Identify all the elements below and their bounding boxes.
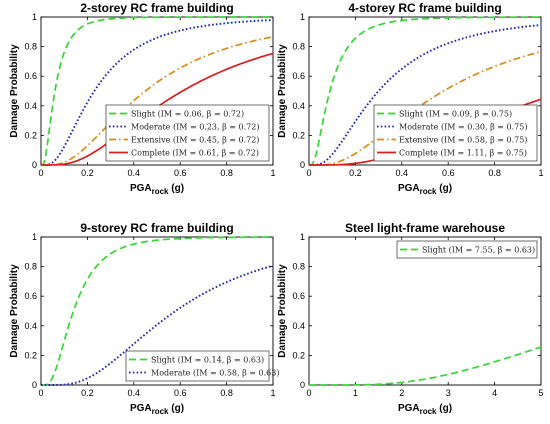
x-tick-label: 0.2 xyxy=(81,388,94,398)
y-tick-label: 0.8 xyxy=(292,42,305,52)
y-axis-label: Damage Probability xyxy=(277,44,288,138)
y-tick-label: 1 xyxy=(300,232,305,242)
legend-box xyxy=(396,240,538,259)
y-tick-label: 0.4 xyxy=(24,101,37,111)
y-tick-label: 0.2 xyxy=(24,130,37,140)
legend-entry: Complete (IM = 1.11, β = 0.75) xyxy=(399,149,527,158)
legend-entry: Slight (IM = 7.55, β = 0.63) xyxy=(422,246,535,255)
plot-frame xyxy=(308,236,542,386)
legend-box xyxy=(373,104,538,162)
x-tick-label: 0.4 xyxy=(128,168,141,178)
chart-title: Steel light-frame warehouse xyxy=(345,221,505,235)
y-tick-label: 1 xyxy=(300,12,305,22)
y-tick-label: 0 xyxy=(32,160,37,170)
y-tick-label: 0 xyxy=(32,380,37,390)
y-axis-label: Damage Probability xyxy=(277,264,288,358)
y-tick-label: 0.6 xyxy=(292,71,305,81)
legend: Slight (IM = 0.06, β = 0.72) Moderate (IM… xyxy=(105,104,270,162)
y-axis-label: Damage Probability xyxy=(9,44,20,138)
x-tick-label: 1 xyxy=(270,388,275,398)
y-tick-label: 1 xyxy=(32,232,37,242)
series-line-slight xyxy=(41,236,274,386)
x-axis-label: PGArock (g) xyxy=(398,183,452,196)
x-tick-label: 0.6 xyxy=(174,168,187,178)
x-axis-label: PGArock (g) xyxy=(130,183,184,196)
chart-title: 2-storey RC frame building xyxy=(80,1,233,15)
x-tick-label: 0.2 xyxy=(349,168,362,178)
legend-entry: Complete (IM = 0.61, β = 0.72) xyxy=(131,149,259,158)
series-line-moderate xyxy=(41,264,274,386)
chart-panel-2: 4-storey RC frame building 0 0.2 0.4 0.6 0.8 1… xyxy=(277,1,544,196)
chart-title: 4-storey RC frame building xyxy=(348,1,501,15)
y-tick-label: 0.6 xyxy=(24,291,37,301)
x-tick-label: 0 xyxy=(306,388,311,398)
series-line-slight xyxy=(309,346,542,386)
y-tick-label: 0.8 xyxy=(292,262,305,272)
chart-panel-4: Steel light-frame warehouse 0 1 2 3 4 5 0 0.2 0.4… xyxy=(277,221,544,416)
y-tick-label: 0.4 xyxy=(292,321,305,331)
x-tick-label: 0.6 xyxy=(442,168,455,178)
legend-box xyxy=(125,350,270,382)
legend: Slight (IM = 0.14, β = 0.63) Moderate (IM… xyxy=(125,350,279,382)
y-tick-label: 1 xyxy=(32,12,37,22)
legend-entry: Extensive (IM = 0.45, β = 0.72) xyxy=(131,136,259,145)
x-tick-label: 0.8 xyxy=(220,168,233,178)
x-tick-label: 0.4 xyxy=(128,388,141,398)
x-tick-label: 1 xyxy=(270,168,275,178)
x-tick-label: 0.4 xyxy=(396,168,409,178)
x-tick-label: 0 xyxy=(306,168,311,178)
series-line-moderate xyxy=(309,24,542,166)
y-tick-label: 0.2 xyxy=(292,350,305,360)
x-tick-label: 0 xyxy=(38,388,43,398)
x-tick-label: 1 xyxy=(538,168,543,178)
chart-panel-1: 2-storey RC frame building 0 0.2 0.4 0.6 0.8 1… xyxy=(9,1,276,196)
chart-panel-3: 9-storey RC frame building 0 0.2 0.4 0.6 0.8 1… xyxy=(9,221,279,416)
x-tick-label: 3 xyxy=(446,388,451,398)
x-tick-label: 0.6 xyxy=(174,388,187,398)
x-tick-label: 4 xyxy=(492,388,497,398)
legend-entry: Moderate (IM = 0.58, β = 0.63) xyxy=(151,369,279,378)
y-tick-label: 0.6 xyxy=(292,291,305,301)
legend-entry: Moderate (IM = 0.30, β = 0.75) xyxy=(399,123,527,132)
y-tick-label: 0 xyxy=(300,380,305,390)
x-tick-label: 0 xyxy=(38,168,43,178)
legend-entry: Slight (IM = 0.06, β = 0.72) xyxy=(131,110,244,119)
x-tick-label: 1 xyxy=(353,388,358,398)
x-tick-label: 0.8 xyxy=(220,388,233,398)
x-axis-label: PGArock (g) xyxy=(130,403,184,416)
legend-entry: Slight (IM = 0.14, β = 0.63) xyxy=(151,356,264,365)
y-tick-label: 0.4 xyxy=(292,101,305,111)
x-tick-label: 0.2 xyxy=(81,168,94,178)
y-tick-label: 0.2 xyxy=(24,350,37,360)
plot-frame xyxy=(40,236,274,386)
series-line-slight xyxy=(40,16,273,166)
y-tick-label: 0 xyxy=(300,160,305,170)
x-tick-label: 5 xyxy=(538,388,543,398)
chart-title: 9-storey RC frame building xyxy=(80,221,233,235)
series-line-extensive xyxy=(41,35,274,166)
legend: Slight (IM = 0.09, β = 0.75) Moderate (IM… xyxy=(373,104,538,162)
y-tick-label: 0.2 xyxy=(292,130,305,140)
y-tick-label: 0.8 xyxy=(24,42,37,52)
x-tick-label: 2 xyxy=(399,388,404,398)
x-axis-label: PGArock (g) xyxy=(398,403,452,416)
y-tick-label: 0.8 xyxy=(24,262,37,272)
y-axis-label: Damage Probability xyxy=(9,264,20,358)
legend-entry: Extensive (IM = 0.58, β = 0.75) xyxy=(399,136,527,145)
legend-box xyxy=(105,104,270,162)
y-tick-label: 0.4 xyxy=(24,321,37,331)
plot-frame xyxy=(308,16,542,166)
legend: Slight (IM = 7.55, β = 0.63) xyxy=(396,240,538,259)
x-tick-label: 0.8 xyxy=(488,168,501,178)
series-line-moderate xyxy=(41,19,274,166)
legend-entry: Moderate (IM = 0.23, β = 0.72) xyxy=(131,123,259,132)
y-tick-label: 0.6 xyxy=(24,71,37,81)
series-line-extensive xyxy=(309,50,542,166)
series-line-slight xyxy=(308,16,541,166)
legend-entry: Slight (IM = 0.09, β = 0.75) xyxy=(399,110,512,119)
